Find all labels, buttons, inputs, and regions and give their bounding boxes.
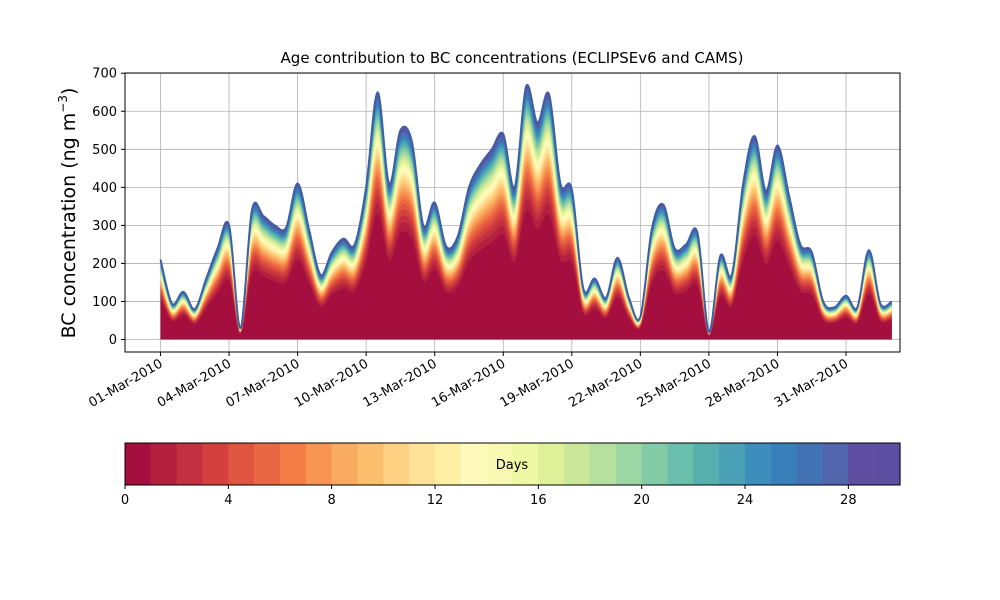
colorbar-swatch: [564, 443, 591, 485]
colorbar-swatch: [693, 443, 720, 485]
colorbar-swatch: [486, 443, 514, 485]
colorbar-swatch: [150, 443, 178, 485]
stacked-areas: [160, 84, 892, 340]
x-tick-label: 19-Mar-2010: [498, 356, 577, 410]
y-tick-label: 400: [92, 181, 117, 196]
colorbar-tick-label: 28: [840, 493, 857, 508]
colorbar-swatch: [228, 443, 255, 485]
y-tick-label: 600: [92, 105, 117, 120]
colorbar-label: Days: [496, 458, 529, 473]
colorbar-swatch: [641, 443, 669, 485]
y-axis-label: BC concentration (ng m−3): [56, 88, 80, 339]
colorbar-swatch: [719, 443, 746, 485]
colorbar-tick-label: 24: [737, 493, 754, 508]
age-band-0-area: [160, 209, 892, 340]
colorbar-swatch: [848, 443, 875, 485]
colorbar-tick-label: 0: [121, 493, 129, 508]
x-tick-label: 04-Mar-2010: [155, 356, 234, 410]
y-tick-label: 100: [92, 295, 117, 310]
colorbar-swatch: [383, 443, 410, 485]
colorbar-swatch: [176, 443, 204, 485]
colorbar-swatch: [512, 443, 539, 485]
colorbar-swatch: [874, 443, 901, 485]
colorbar-swatch: [357, 443, 384, 485]
x-tick-label: 28-Mar-2010: [703, 356, 782, 410]
colorbar-swatch: [435, 443, 462, 485]
colorbar-swatch: [796, 443, 824, 485]
colorbar-tick-label: 12: [427, 493, 444, 508]
colorbar-swatch: [460, 443, 488, 485]
colorbar-tick-label: 16: [530, 493, 547, 508]
x-tick-label: 16-Mar-2010: [429, 356, 508, 410]
y-tick-label: 700: [92, 67, 117, 82]
total-series-line: [159, 83, 893, 333]
x-tick-label: 31-Mar-2010: [772, 356, 851, 410]
colorbar-swatch: [331, 443, 359, 485]
y-tick-label: 500: [92, 143, 117, 158]
colorbar-swatch: [202, 443, 229, 485]
colorbar-frame: [124, 442, 901, 486]
colorbar-swatch: [745, 443, 772, 485]
colorbar-swatch: [615, 443, 643, 485]
colorbar-swatch: [254, 443, 281, 485]
x-tick-label: 22-Mar-2010: [566, 356, 645, 410]
colorbar-swatch: [409, 443, 436, 485]
y-axis: 0 100 200 300 400 500 600 700: [92, 67, 125, 348]
x-tick-label: 07-Mar-2010: [223, 356, 302, 410]
colorbar-tick-label: 4: [224, 493, 232, 508]
y-tick-label: 0: [109, 333, 117, 348]
colorbar-swatch: [770, 443, 798, 485]
x-tick-label: 13-Mar-2010: [361, 356, 440, 410]
colorbar: 0 4 8 12 16 20 24 28: [121, 442, 901, 508]
x-tick-label: 10-Mar-2010: [292, 356, 371, 410]
x-axis: 01-Mar-201004-Mar-201007-Mar-201010-Mar-…: [86, 352, 851, 411]
colorbar-swatch: [305, 443, 333, 485]
colorbar-tick-label: 20: [633, 493, 650, 508]
colorbar-swatch: [822, 443, 849, 485]
colorbar-swatch: [538, 443, 565, 485]
colorbar-swatch: [125, 443, 152, 485]
colorbar-tick-label: 8: [328, 493, 336, 508]
plot-frame: [124, 72, 901, 353]
colorbar-swatch: [590, 443, 617, 485]
chart-title: Age contribution to BC concentrations (E…: [281, 49, 744, 67]
x-tick-label: 25-Mar-2010: [635, 356, 714, 410]
y-tick-label: 200: [92, 257, 117, 272]
y-tick-label: 300: [92, 219, 117, 234]
colorbar-swatch: [667, 443, 694, 485]
colorbar-swatch: [280, 443, 307, 485]
x-tick-label: 01-Mar-2010: [86, 356, 165, 410]
